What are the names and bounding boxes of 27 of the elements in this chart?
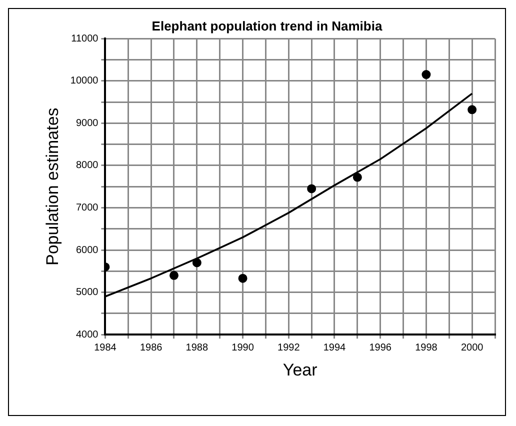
y-tick-label: 7000 <box>76 202 99 214</box>
y-tick-label: 9000 <box>76 118 99 129</box>
point <box>468 105 477 114</box>
y-tick-label: 8000 <box>76 160 99 172</box>
chart-title: Elephant population trend in Namibia <box>152 18 383 34</box>
point <box>352 172 362 182</box>
x-tick-label: 1986 <box>140 342 163 354</box>
x-axis-title: Year <box>282 360 318 380</box>
x-tick-label: 1990 <box>232 342 254 354</box>
y-tick-label: 6000 <box>76 244 99 256</box>
y-tick-label: 4000 <box>76 329 99 340</box>
y-tick-label: 11000 <box>71 33 99 44</box>
point <box>422 70 431 80</box>
point <box>307 184 316 194</box>
x-tick-label: 1994 <box>323 342 346 354</box>
point <box>238 274 248 283</box>
x-tick-label: 1998 <box>415 342 438 354</box>
x-tick-label: 1988 <box>186 342 208 354</box>
x-tick-label: 2000 <box>460 342 484 354</box>
x-tick-label: 1984 <box>94 342 117 354</box>
point <box>192 258 202 268</box>
y-tick-label: 10000 <box>70 76 99 87</box>
point <box>169 270 178 280</box>
y-tick-label: 5000 <box>76 287 99 298</box>
x-tick-label: 1996 <box>369 342 392 354</box>
x-tick-label: 1992 <box>278 342 300 354</box>
y-axis-title: Population estimates <box>42 108 62 266</box>
